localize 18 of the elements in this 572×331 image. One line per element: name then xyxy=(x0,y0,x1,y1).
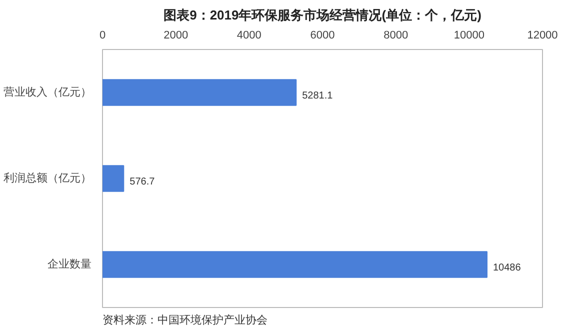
data-label: 10486 xyxy=(492,262,522,274)
bar xyxy=(102,251,488,278)
x-tick-label: 6000 xyxy=(310,30,335,42)
bar xyxy=(102,165,124,192)
data-label: 5281.1 xyxy=(302,90,334,102)
x-tick-label: 8000 xyxy=(384,30,408,42)
text: 资料来源：中国环境保护产业协会 xyxy=(102,314,268,326)
data-label: 576.7 xyxy=(130,176,156,188)
bar xyxy=(102,79,297,106)
chart-title: 图表9：2019年环保服务市场经营情况(单位：个，亿元) xyxy=(164,8,482,22)
x-tick-label: 12000 xyxy=(527,30,558,42)
x-tick-label: 0 xyxy=(99,30,106,42)
x-tick-label: 2000 xyxy=(164,30,188,42)
x-tick-label: 4000 xyxy=(236,30,262,42)
x-tick-label: 10000 xyxy=(454,30,484,42)
y-tick-label: 利润总额（亿元） xyxy=(4,172,92,184)
y-tick-label: 营业收入（亿元） xyxy=(4,86,92,98)
y-tick-label: 企业数量 xyxy=(48,258,92,270)
